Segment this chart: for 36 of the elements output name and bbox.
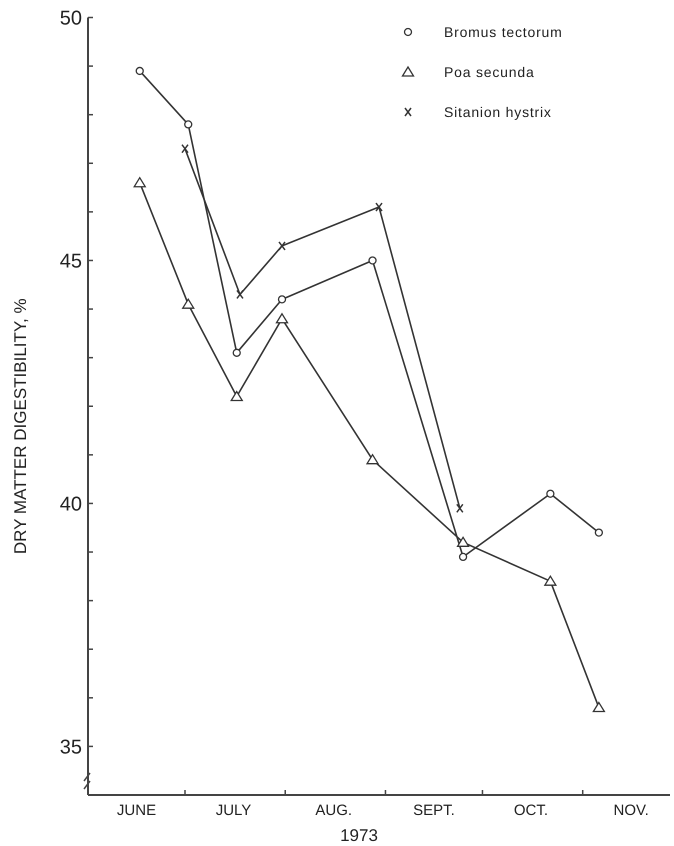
point <box>278 241 286 251</box>
point <box>276 313 288 324</box>
point <box>232 348 241 357</box>
x-tick-label: JUNE <box>116 802 156 819</box>
point <box>594 528 604 537</box>
point <box>182 298 194 309</box>
y-tick-label: 35 <box>60 736 82 758</box>
point <box>236 290 244 300</box>
x-axis-title: 1973 <box>340 826 378 845</box>
point <box>375 202 383 212</box>
legend-label: Bromus tectorum <box>444 24 563 40</box>
point <box>544 576 557 586</box>
point <box>230 390 243 402</box>
point <box>134 177 146 188</box>
point <box>181 144 189 154</box>
legend-label: Sitanion hystrix <box>444 104 552 120</box>
point <box>458 552 468 562</box>
x-tick-label: AUG. <box>315 802 352 819</box>
legend-label: Poa secunda <box>444 64 535 80</box>
y-tick-label: 40 <box>60 493 82 516</box>
point <box>546 490 555 498</box>
point <box>456 504 464 514</box>
point <box>368 256 377 265</box>
y-tick-label: 45 <box>60 250 82 272</box>
point <box>366 454 379 464</box>
x-tick-label: JULY <box>216 802 252 819</box>
point <box>278 295 286 304</box>
point <box>184 120 192 129</box>
point <box>136 66 144 76</box>
point <box>456 536 470 547</box>
y-tick-label: 50 <box>60 8 82 30</box>
x-tick-label: NOV. <box>614 802 649 819</box>
y-axis-title: DRY MATTER DIGESTIBILITY, % <box>11 298 30 554</box>
point <box>592 702 606 712</box>
x-tick-label: OCT. <box>514 802 548 819</box>
x-tick-label: SEPT. <box>413 802 455 819</box>
